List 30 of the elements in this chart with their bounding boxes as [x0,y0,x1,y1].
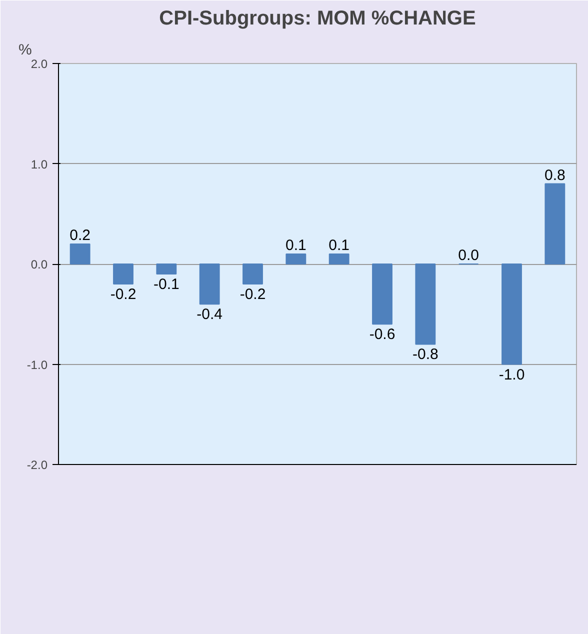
data-label: -0.2 [240,286,266,304]
data-label: 0.2 [70,226,91,244]
data-label: -0.8 [412,346,438,364]
bar [70,243,90,264]
y-tick-label: 1.0 [30,157,48,172]
y-tick-label: 2.0 [30,57,48,71]
y-axis-title: % [18,42,32,58]
bar [544,183,566,264]
data-label: 0.1 [285,236,306,254]
y-tick-label: -1.0 [26,358,48,372]
bar [156,264,177,275]
bar [328,253,350,264]
bar [415,264,436,345]
bar [113,264,134,285]
bar [242,264,263,285]
y-tick-label: 0.0 [30,258,48,272]
data-label: -0.4 [196,306,223,324]
bar [199,264,220,305]
bar [286,253,306,264]
data-label: -0.6 [369,326,396,344]
data-label: 0.1 [328,236,350,254]
y-tick-label: -2.0 [26,458,48,472]
bar [502,264,522,365]
data-label: -1.0 [498,366,525,384]
data-label: -0.1 [153,276,180,294]
data-label: 0.0 [458,247,480,264]
bar [372,264,392,325]
data-label: 0.8 [544,166,566,184]
chart-title: CPI-Subgroups: MOM %CHANGE [159,8,476,30]
data-label: -0.2 [110,286,136,304]
